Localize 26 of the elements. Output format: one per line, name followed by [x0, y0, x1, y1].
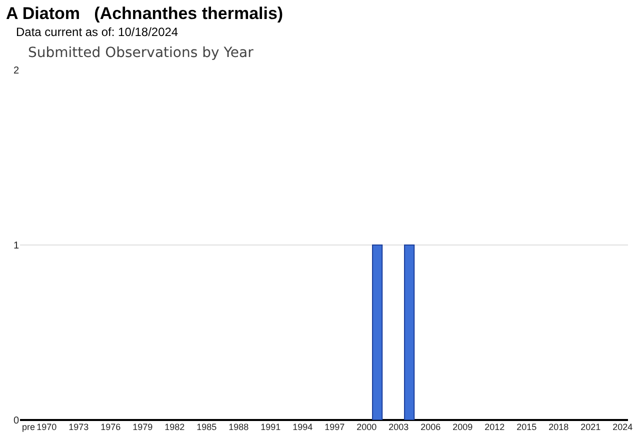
- y-tick-label: 1: [13, 240, 20, 252]
- chart-subtitle: Data current as of: 10/18/2024: [16, 25, 178, 39]
- x-tick-label: 1970: [36, 422, 57, 432]
- x-tick-label: 1994: [292, 422, 313, 432]
- x-tick-label: 2006: [420, 422, 441, 432]
- x-tick-label: 1982: [164, 422, 185, 432]
- chart-title: A Diatom (Achnanthes thermalis): [6, 4, 284, 24]
- x-tick-label: 2021: [580, 422, 601, 432]
- x-tick-label: 2015: [516, 422, 537, 432]
- x-tick-label: 1997: [324, 422, 345, 432]
- x-tick-label: pre: [22, 422, 36, 432]
- x-tick-label: 2012: [484, 422, 505, 432]
- x-tick-label: 1991: [260, 422, 281, 432]
- y-tick-label: 0: [13, 416, 20, 426]
- text: Submitted Observations by Year: [28, 45, 254, 61]
- x-tick-label: 2003: [388, 422, 409, 432]
- x-tick-label: 1979: [132, 422, 153, 432]
- x-tick-label: 1988: [228, 422, 249, 432]
- x-tick-label: 2024: [612, 422, 633, 432]
- x-tick-label: 1985: [196, 422, 217, 432]
- x-tick-label: 2000: [356, 422, 377, 432]
- x-tick-label: 1973: [68, 422, 89, 432]
- y-tick-label: 2: [13, 66, 20, 76]
- x-tick-label: 1976: [100, 422, 121, 432]
- x-tick-label: 2009: [452, 422, 473, 432]
- x-tick-label: 2018: [548, 422, 569, 432]
